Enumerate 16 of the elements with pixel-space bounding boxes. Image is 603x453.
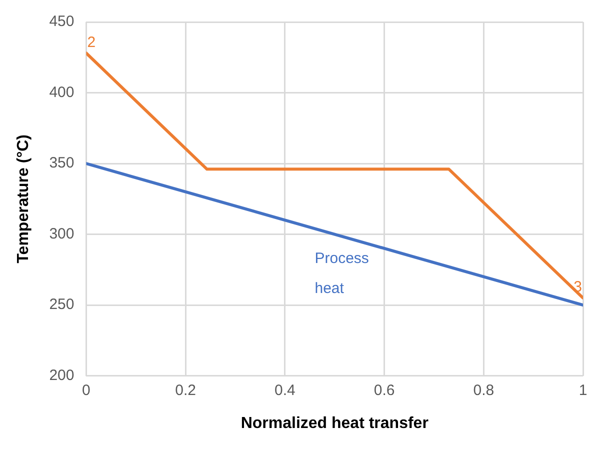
x-tick-label: 0.4	[274, 382, 296, 399]
annotation: 2	[87, 34, 96, 51]
y-tick-label: 200	[49, 366, 74, 384]
x-tick-label: 0	[82, 382, 90, 399]
annotation: Process heat	[314, 250, 369, 298]
x-axis-title: Normalized heat transfer	[240, 414, 428, 432]
y-tick-label: 350	[49, 154, 74, 172]
x-tick-label: 0.6	[374, 382, 395, 399]
x-tick-label: 0.8	[473, 382, 494, 399]
y-tick-label: 400	[49, 84, 74, 101]
y-tick-label: 300	[49, 225, 74, 242]
x-tick-label: 1	[578, 382, 588, 399]
y-axis-title: Temperature (°C)	[15, 134, 32, 264]
y-tick-label: 450	[49, 13, 74, 30]
x-tick-label: 0.2	[175, 382, 196, 399]
y-tick-label: 250	[49, 296, 74, 314]
